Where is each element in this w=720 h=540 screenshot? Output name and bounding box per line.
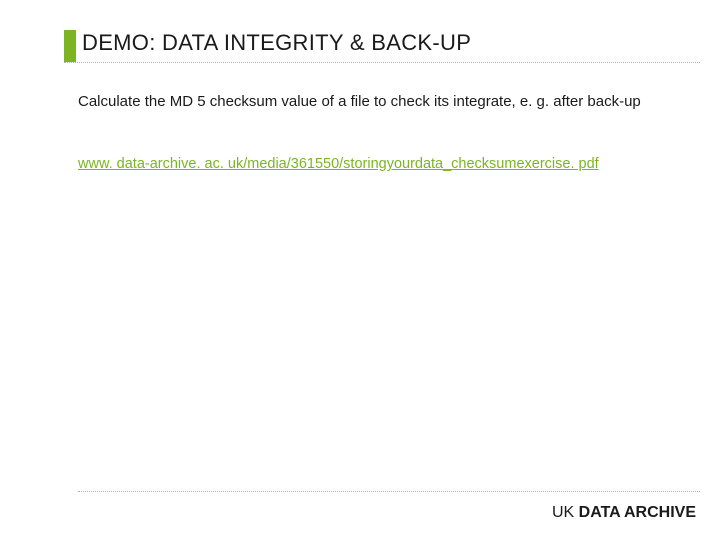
slide-title: DEMO: DATA INTEGRITY & BACK-UP	[76, 30, 471, 56]
resource-link[interactable]: www. data-archive. ac. uk/media/361550/s…	[78, 155, 690, 175]
footer-prefix: UK	[552, 504, 579, 521]
accent-block	[64, 30, 76, 62]
header: DEMO: DATA INTEGRITY & BACK-UP	[64, 30, 700, 62]
divider-top	[64, 62, 700, 63]
divider-bottom	[78, 491, 700, 492]
footer-bold: DATA ARCHIVE	[579, 504, 696, 521]
body-paragraph: Calculate the MD 5 checksum value of a f…	[78, 92, 690, 112]
footer-brand: UK DATA ARCHIVE	[552, 504, 696, 522]
